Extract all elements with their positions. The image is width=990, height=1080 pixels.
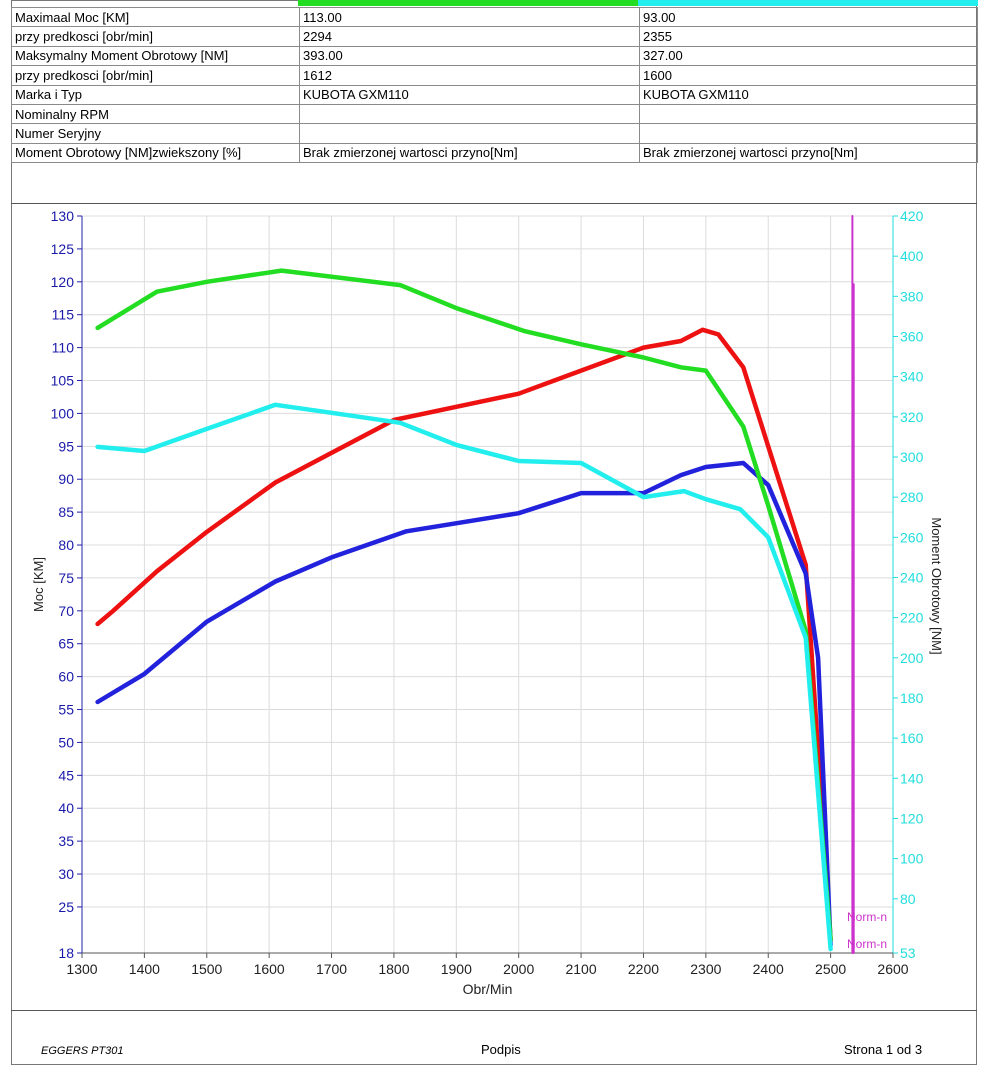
x-tick-label: 2600 xyxy=(877,961,908,977)
y-tick-label: 30 xyxy=(58,866,74,882)
y2-tick-label: 260 xyxy=(900,529,924,545)
footer-model: EGGERS PT301 xyxy=(41,1045,124,1057)
info-table: Maximaal Moc [KM] 113.00 93.00 przy predkos… xyxy=(11,6,978,201)
table-separator xyxy=(11,203,977,204)
y2-tick-label: 120 xyxy=(900,810,924,826)
series-line-2 xyxy=(95,460,833,948)
norm-n-label-1: Norm-n xyxy=(847,910,887,924)
info-row: Maximaal Moc [KM] 113.00 93.00 xyxy=(11,6,978,28)
x-tick-label: 1400 xyxy=(129,961,160,977)
footer-page-number: Strona 1 od 3 xyxy=(844,1042,923,1057)
y-tick-label: 110 xyxy=(52,340,75,356)
info-cell-v2: Brak zmierzonej wartosci przyno[Nm] xyxy=(639,142,978,164)
y-tick-label: 115 xyxy=(52,307,75,323)
x-tick-label: 1500 xyxy=(191,961,222,977)
footer-signature: Podpis xyxy=(481,1042,521,1057)
info-cell-label: Numer Seryjny xyxy=(11,123,300,144)
y-tick-label: 65 xyxy=(58,636,74,652)
y2-tick-label: 53 xyxy=(900,945,916,961)
y2-tick-label: 160 xyxy=(900,730,924,746)
series-line-3 xyxy=(95,268,833,943)
y2-tick-label: 200 xyxy=(900,650,924,666)
x-tick-label: 1600 xyxy=(254,961,285,977)
y2-tick-label: 220 xyxy=(900,610,924,626)
x-tick-label: 1900 xyxy=(441,961,472,977)
y-tick-label: 18 xyxy=(58,945,74,961)
info-row: Numer Seryjny xyxy=(11,123,978,144)
y2-tick-label: 140 xyxy=(900,770,924,786)
info-cell-v1: 393.00 xyxy=(299,45,640,67)
info-cell-v1: 113.00 xyxy=(299,6,640,28)
y-tick-label: 50 xyxy=(58,734,74,750)
info-row: Maksymalny Moment Obrotowy [NM] 393.00 327… xyxy=(11,45,978,67)
y2-tick-label: 340 xyxy=(900,369,924,385)
y2-tick-label: 240 xyxy=(900,569,924,585)
y-tick-label: 95 xyxy=(58,438,74,454)
series-line-1 xyxy=(95,327,833,943)
info-cell-label: Maksymalny Moment Obrotowy [NM] xyxy=(11,45,300,67)
y2-tick-label: 360 xyxy=(900,328,924,344)
y-tick-label: 75 xyxy=(58,570,74,586)
y-tick-label: 85 xyxy=(58,504,74,520)
info-cell-v1: Brak zmierzonej wartosci przyno[Nm] xyxy=(299,142,640,164)
y2-tick-label: 380 xyxy=(900,288,924,304)
series1-color-bar xyxy=(298,0,638,6)
y-axis-title: Moc [KM] xyxy=(31,557,46,612)
info-cell-label: Moment Obrotowy [NM]zwiekszony [%] xyxy=(11,142,300,164)
series2-color-bar xyxy=(638,0,978,6)
footer-separator xyxy=(11,1010,977,1011)
y-tick-label: 70 xyxy=(58,603,74,619)
y2-tick-label: 100 xyxy=(900,851,924,867)
y2-tick-label: 420 xyxy=(900,208,924,224)
x-axis-title: Obr/Min xyxy=(463,981,513,997)
info-cell-label: przy predkosci [obr/min] xyxy=(11,26,300,47)
x-tick-label: 2100 xyxy=(565,961,596,977)
y-tick-label: 90 xyxy=(58,471,74,487)
y-tick-label: 130 xyxy=(51,208,75,224)
info-row: Moment Obrotowy [NM]zwiekszony [%] Brak z… xyxy=(11,142,978,164)
y2-tick-label: 280 xyxy=(900,489,924,505)
y2-tick-label: 180 xyxy=(900,690,924,706)
y-tick-label: 120 xyxy=(51,274,75,290)
y-tick-label: 105 xyxy=(51,373,75,389)
y-tick-label: 45 xyxy=(58,767,74,783)
y2-tick-label: 400 xyxy=(900,248,924,264)
x-tick-label: 2300 xyxy=(690,961,721,977)
performance-chart: 1300 1400 1500 1600 1700 1800 1900 2000 2100 2200… xyxy=(31,208,944,997)
x-tick-label: 1300 xyxy=(66,961,97,977)
x-tick-label: 2400 xyxy=(753,961,784,977)
info-cell-label: Maximaal Moc [KM] xyxy=(11,6,300,28)
y2-tick-label: 80 xyxy=(900,891,916,907)
y-tick-label: 55 xyxy=(58,702,74,718)
y-tick-label: 60 xyxy=(58,669,74,685)
y2-tick-label: 300 xyxy=(900,449,924,465)
x-tick-label: 2200 xyxy=(628,961,659,977)
y-tick-label: 80 xyxy=(58,537,74,553)
y2-axis-title: Moment Obrotowy [NM] xyxy=(929,517,944,654)
y2-tick-label: 320 xyxy=(900,409,924,425)
series-line-4 xyxy=(95,402,833,952)
y-tick-label: 25 xyxy=(58,899,74,915)
x-tick-label: 1800 xyxy=(378,961,409,977)
info-row: Nominalny RPM xyxy=(11,103,978,125)
x-tick-label: 2000 xyxy=(503,961,534,977)
norm-n-label-2: Norm-n xyxy=(847,937,887,951)
y-tick-label: 40 xyxy=(58,800,74,816)
y-tick-label: 35 xyxy=(58,833,74,849)
y-tick-label: 125 xyxy=(51,241,75,257)
info-cell-v2 xyxy=(639,123,978,144)
x-tick-label: 1700 xyxy=(316,961,347,977)
y-tick-label: 100 xyxy=(51,405,75,421)
x-tick-label: 2500 xyxy=(815,961,846,977)
